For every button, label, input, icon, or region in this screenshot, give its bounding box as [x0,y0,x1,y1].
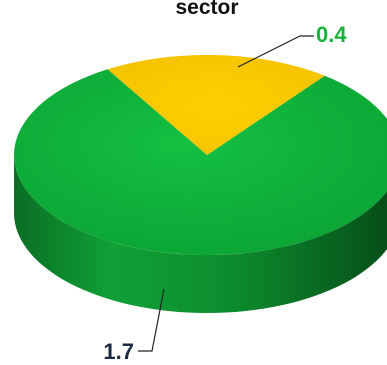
chart-title: sector [175,0,238,19]
pie-top-group [14,54,387,255]
pie-slice-1-7 [14,69,387,255]
leader-line-1-7 [138,288,165,352]
leader-line-0-4 [237,35,314,68]
data-label-0-4: 0.4 [316,22,347,47]
pie-side-wall [14,155,387,313]
pie-slice-0-4 [107,54,325,155]
data-label-1-7: 1.7 [103,339,134,360]
pie-side-group [14,155,387,313]
